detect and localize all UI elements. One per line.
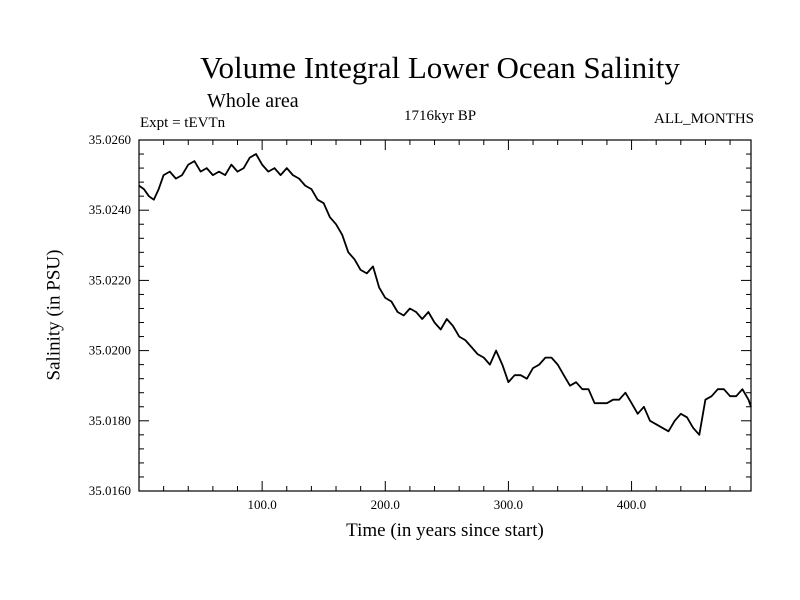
y-tick-label: 35.0240 bbox=[89, 202, 131, 217]
x-tick-label: 400.0 bbox=[617, 497, 646, 512]
experiment-label: Expt = tEVTn bbox=[140, 115, 226, 131]
y-tick-label: 35.0220 bbox=[89, 272, 131, 287]
period-label: 1716kyr BP bbox=[403, 108, 477, 124]
chart-title: Volume Integral Lower Ocean Salinity bbox=[200, 50, 680, 85]
plot-frame bbox=[138, 139, 752, 492]
y-tick-label: 35.0260 bbox=[89, 132, 131, 147]
x-tick-label: 200.0 bbox=[371, 497, 400, 512]
x-axis-label: Time (in years since start) bbox=[346, 520, 544, 541]
months-label: ALL_MONTHS bbox=[654, 111, 754, 127]
x-tick-label: 100.0 bbox=[248, 497, 277, 512]
y-tick-label: 35.0160 bbox=[89, 483, 131, 498]
x-tick-label: 300.0 bbox=[494, 497, 523, 512]
series-line-salinity bbox=[138, 153, 752, 436]
y-tick-label: 35.0180 bbox=[89, 413, 131, 428]
chart-subtitle: Whole area bbox=[207, 90, 299, 112]
y-tick-label: 35.0200 bbox=[89, 343, 131, 358]
